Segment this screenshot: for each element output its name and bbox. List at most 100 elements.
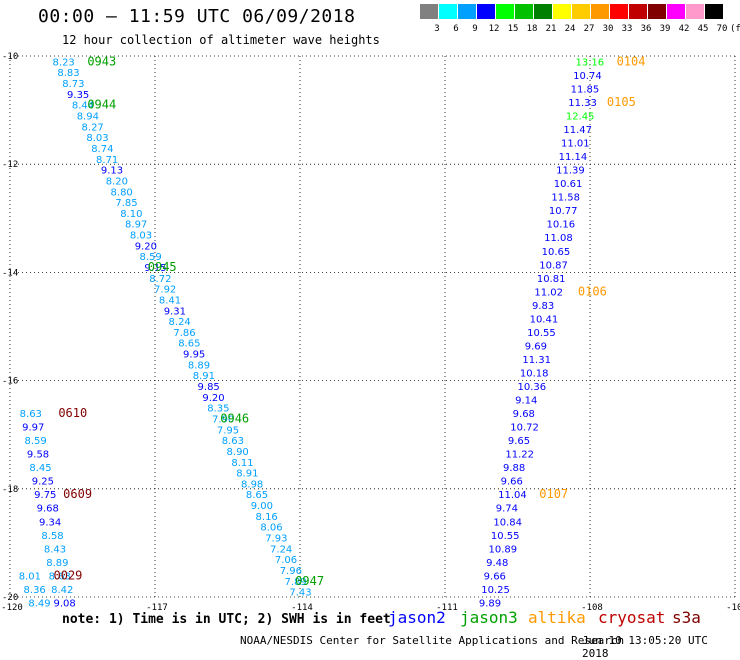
y-tick-label: -14 [2,268,18,278]
legend-swatch [477,4,495,19]
data-point-label: 8.71 [96,155,118,166]
data-point-label: 8.83 [57,68,79,79]
y-tick-label: -12 [2,160,18,170]
data-point-label: 8.63 [49,571,71,582]
data-point-label: 11.85 [571,84,600,95]
data-point-label: 12.45 [566,112,595,123]
satellite-label-s3a: s3a [672,608,701,627]
data-point-label: 10.25 [481,585,510,596]
data-point-label: 10.55 [491,531,520,542]
legend-swatch [610,4,628,19]
x-tick-label: -105 [726,603,740,610]
data-point-label: 9.68 [37,504,59,515]
data-point-label: 10.41 [530,314,559,325]
data-point-label: 13.16 [576,57,605,68]
y-tick-label: -18 [2,485,18,495]
y-tick-label: -20 [2,593,18,603]
data-point-label: 11.33 [568,98,597,109]
legend-label: 33 [621,24,633,34]
legend-swatch [515,4,533,19]
data-point-label: 9.58 [27,450,49,461]
data-point-label: 9.83 [532,301,554,312]
satellite-label-jason2: jason2 [388,608,446,627]
data-point-label: 8.98 [241,479,263,490]
data-point-label: 9.95 [183,350,205,361]
data-point-label: 8.44 [72,101,94,112]
data-point-label: 8.72 [149,274,171,285]
data-point-label: 10.18 [520,368,549,379]
data-point-label: 10.89 [489,544,518,555]
data-point-label: 8.73 [62,79,84,90]
legend-swatch [686,4,704,19]
data-point-label: 11.47 [563,125,592,136]
data-point-label: 8.24 [169,317,191,328]
data-point-label: 8.41 [159,295,181,306]
legend-unit: (ft) [730,24,740,34]
legend-label: 30 [602,24,614,34]
data-point-label: 8.89 [188,360,210,371]
data-point-label: 8.16 [256,512,278,523]
footer-note: note: 1) Time is in UTC; 2) SWH is in fe… [62,612,391,627]
time-label: 0107 [539,487,568,501]
satellite-label-jason3: jason3 [460,608,518,627]
data-point-label: 10.81 [537,274,566,285]
data-point-label: 11.01 [561,139,590,150]
data-point-label: 10.55 [527,328,556,339]
data-point-label: 8.43 [44,544,66,555]
data-point-label: 9.88 [503,463,525,474]
x-tick-label: -108 [581,603,603,610]
time-label: 0105 [607,95,636,109]
legend-label: 36 [640,24,652,34]
data-point-label: 9.14 [515,396,537,407]
legend-swatch [572,4,590,19]
data-point-label: 9.20 [135,241,157,252]
data-point-label: 11.39 [556,166,585,177]
data-point-label: 7.90 [212,414,234,425]
data-point-label: 11.22 [505,450,534,461]
legend-label: 15 [507,24,519,34]
legend-label: 6 [453,24,459,34]
legend-swatch [534,4,552,19]
data-point-label: 8.59 [140,252,162,263]
data-point-label: 11.08 [544,233,573,244]
chart-title: 00:00 – 11:59 UTC 06/09/2018 [38,6,356,27]
legend-label: 45 [697,24,709,34]
time-label: 0946 [220,411,249,425]
data-point-label: 10.87 [539,260,568,271]
data-point-label: 9.20 [202,393,224,404]
satellite-label-altika: altika [528,608,586,627]
satellite-label-cryosat: cryosat [598,608,666,627]
data-point-label: 8.11 [231,458,253,469]
data-point-label: 8.01 [19,571,41,582]
time-label: 0945 [148,260,177,274]
legend-label: 3 [434,24,440,34]
data-point-label: 8.23 [53,57,75,68]
legend-swatch [629,4,647,19]
data-point-label: 10.72 [510,423,539,434]
data-point-label: 8.59 [25,436,47,447]
data-point-label: 11.14 [559,152,588,163]
legend-swatch [705,4,723,19]
legend-swatch [553,4,571,19]
data-point-label: 8.06 [260,523,282,534]
data-point-label: 11.31 [522,355,551,366]
legend-swatch [591,4,609,19]
data-point-label: 7.95 [217,425,239,436]
data-point-label: 7.43 [289,588,311,599]
data-point-label: 9.48 [486,558,508,569]
data-point-label: 8.74 [91,144,113,155]
data-point-label: 9.15 [144,263,166,274]
data-point-label: 8.58 [41,531,63,542]
data-point-label: 8.63 [222,436,244,447]
data-point-label: 8.42 [51,585,73,596]
data-point-label: 8.35 [207,404,229,415]
data-point-label: 10.36 [518,382,547,393]
data-point-label: 7.06 [275,555,297,566]
x-tick-label: -114 [291,603,313,610]
legend-label: 70 [716,24,728,34]
legend-swatch [496,4,514,19]
data-point-label: 7.86 [173,328,195,339]
y-tick-label: -16 [2,377,18,387]
data-point-label: 7.96 [280,566,302,577]
data-point-label: 8.20 [106,176,128,187]
